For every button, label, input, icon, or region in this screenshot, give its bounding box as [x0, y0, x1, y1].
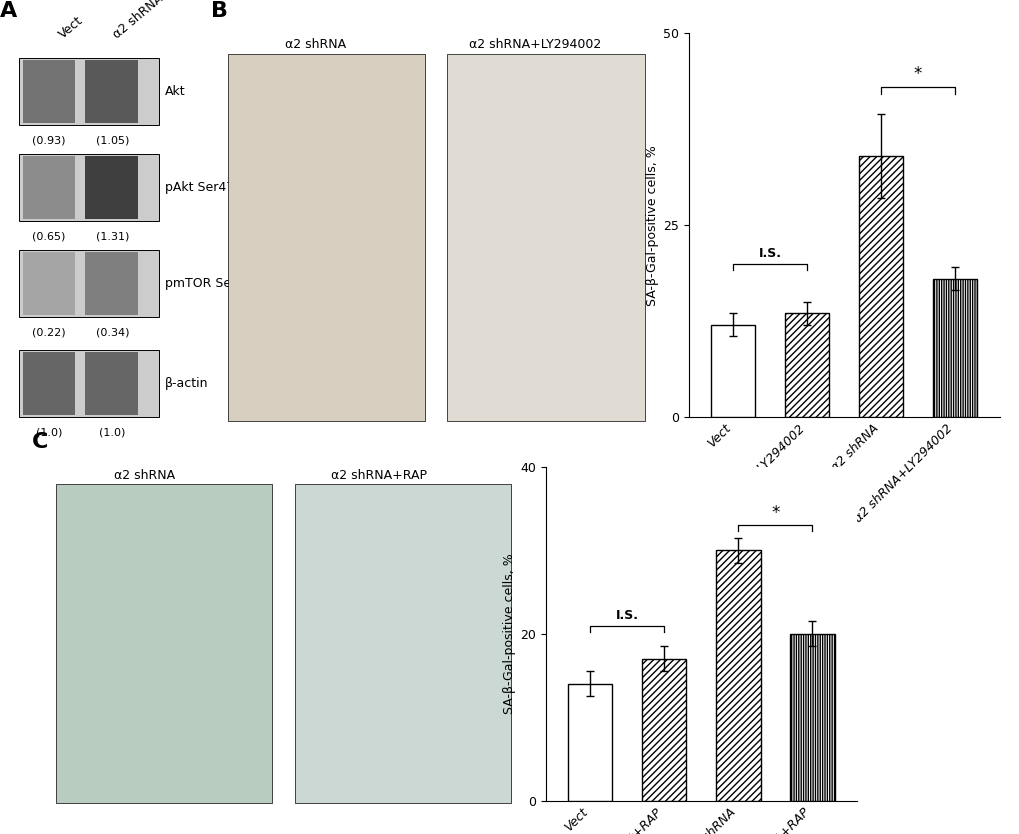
Y-axis label: SA-β-Gal-positive cells, %: SA-β-Gal-positive cells, % [502, 554, 516, 714]
Bar [710, 325, 754, 417]
Text: α2 shRNA: α2 shRNA [285, 38, 346, 51]
Bar [56, 484, 271, 803]
Text: α2 shRNA+LY294002: α2 shRNA+LY294002 [469, 38, 600, 51]
Bar [86, 253, 138, 315]
Bar [228, 54, 425, 421]
Text: pmTOR Ser2448: pmTOR Ser2448 [165, 277, 268, 290]
Text: α2 shRNA: α2 shRNA [110, 0, 165, 42]
Text: Akt: Akt [165, 85, 185, 98]
Text: (0.65): (0.65) [33, 231, 65, 241]
Bar [86, 156, 138, 219]
Text: I.S.: I.S. [615, 609, 638, 622]
Text: C: C [33, 431, 49, 451]
Text: I.S.: I.S. [758, 247, 781, 259]
Bar [294, 484, 511, 803]
Text: A: A [0, 1, 17, 21]
Bar [22, 156, 75, 219]
Text: α2 shRNA: α2 shRNA [114, 470, 175, 482]
Bar [18, 350, 159, 417]
Bar [715, 550, 760, 801]
Text: (0.93): (0.93) [33, 135, 65, 145]
Bar [86, 353, 138, 415]
Text: (0.34): (0.34) [96, 328, 129, 337]
Bar [641, 659, 686, 801]
Bar [932, 279, 976, 417]
Bar [447, 54, 644, 421]
Bar [22, 353, 75, 415]
Text: Vect: Vect [56, 14, 86, 42]
Bar [86, 61, 138, 123]
Text: (1.0): (1.0) [36, 428, 62, 437]
Bar [18, 58, 159, 125]
Text: *: * [770, 504, 779, 522]
Text: α2 shRNA+RAP: α2 shRNA+RAP [331, 470, 427, 482]
Bar [858, 156, 903, 417]
Bar [784, 314, 828, 417]
Text: B: B [210, 1, 227, 21]
Bar [790, 634, 834, 801]
Y-axis label: SA-β-Gal-positive cells, %: SA-β-Gal-positive cells, % [645, 145, 658, 305]
Bar [18, 250, 159, 317]
Bar [18, 154, 159, 221]
Text: β-actin: β-actin [165, 377, 208, 390]
Bar [568, 684, 611, 801]
Bar [22, 61, 75, 123]
Text: (1.31): (1.31) [96, 231, 129, 241]
Text: pAkt Ser473: pAkt Ser473 [165, 181, 242, 194]
Bar [22, 253, 75, 315]
Text: (0.22): (0.22) [32, 328, 65, 337]
Text: (1.0): (1.0) [100, 428, 125, 437]
Text: (1.05): (1.05) [96, 135, 129, 145]
Text: *: * [913, 65, 921, 83]
